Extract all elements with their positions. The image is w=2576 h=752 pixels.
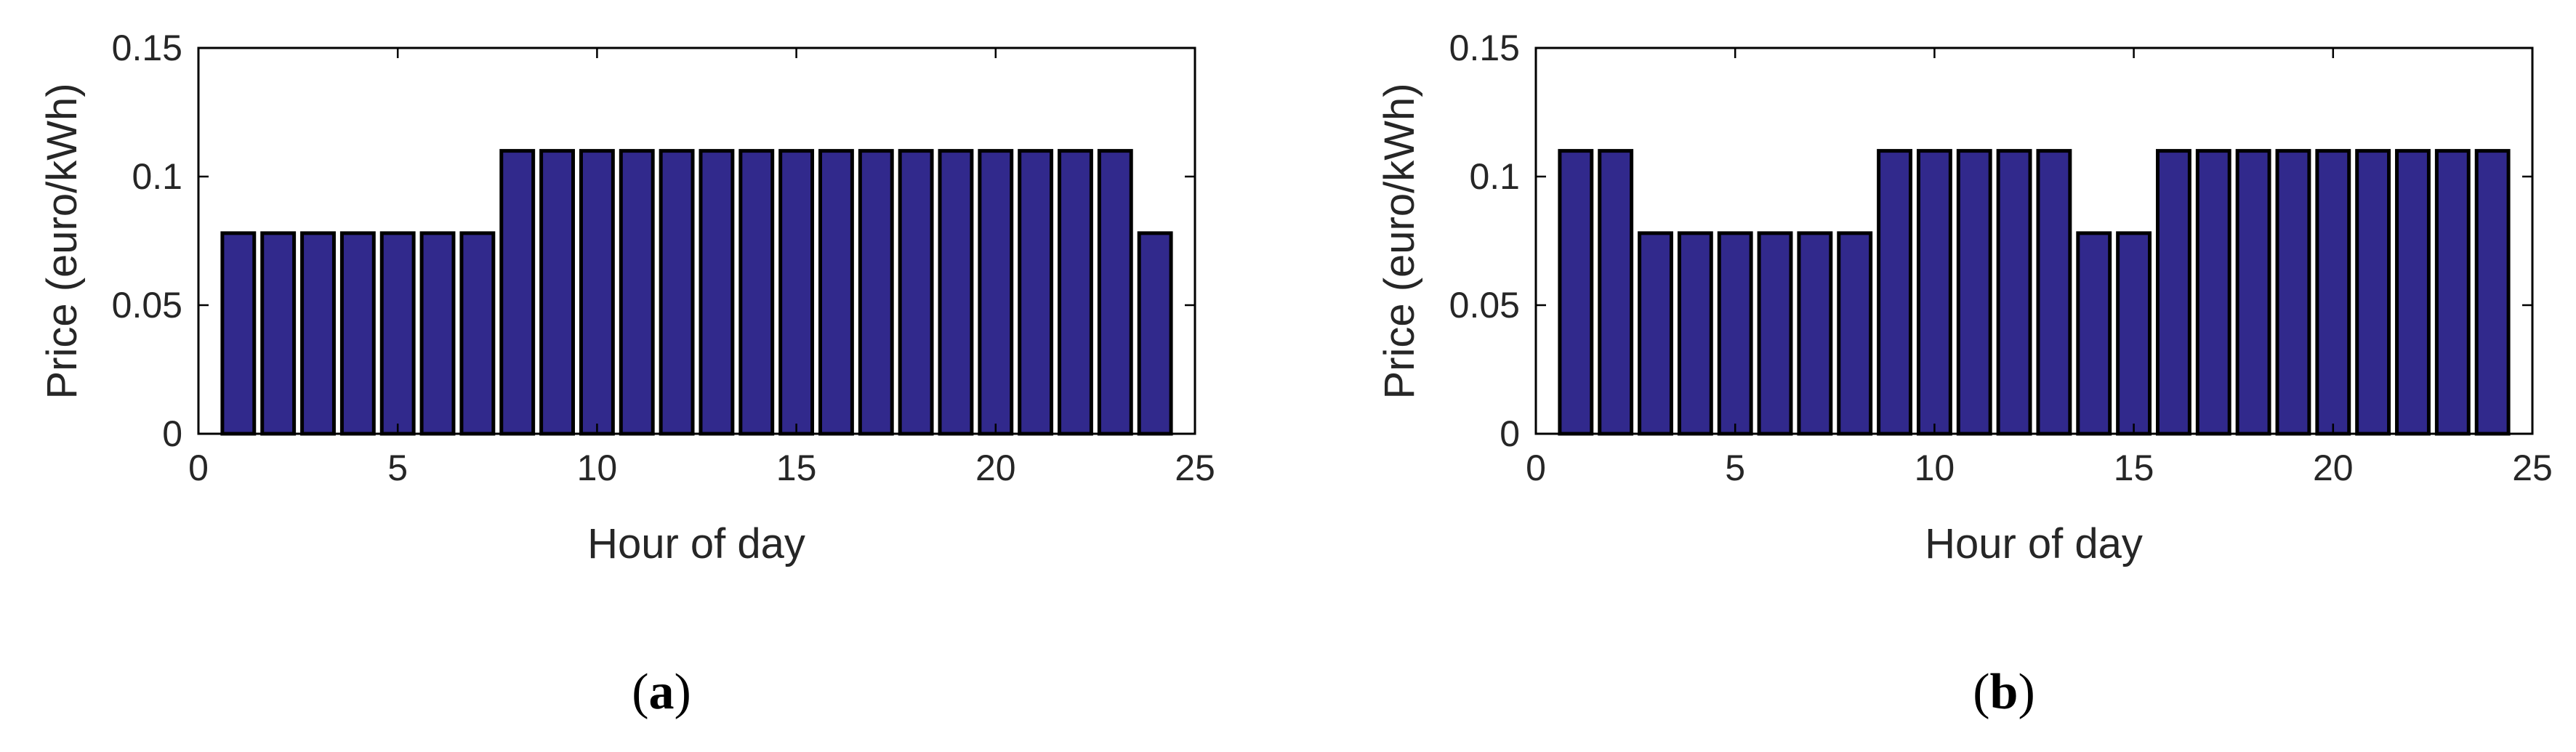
bar-b-hour-22 bbox=[2395, 149, 2431, 436]
ticks-group-a: 0 5 10 15 20 25 0 0.05 0.1 0.15 bbox=[112, 28, 1215, 488]
bar-a-hour-19 bbox=[938, 149, 974, 436]
bar-b-hour-18 bbox=[2235, 149, 2271, 436]
bar-b-hour-8 bbox=[1837, 231, 1873, 436]
bar-a-hour-18 bbox=[898, 149, 934, 436]
bar-a-hour-5 bbox=[379, 231, 416, 436]
bar-a-hour-12 bbox=[659, 149, 695, 436]
x-axis-label-b: Hour of day bbox=[1925, 520, 2143, 567]
bar-a-hour-15 bbox=[778, 149, 815, 436]
bar-a-hour-24 bbox=[1137, 231, 1173, 436]
x-tick-label-b-20: 20 bbox=[2313, 448, 2354, 488]
x-tick-label-a-5: 5 bbox=[387, 448, 408, 488]
bar-b-hour-16 bbox=[2156, 149, 2191, 436]
panel-label-b: (b) bbox=[1973, 664, 2035, 720]
x-tick-label-b-10: 10 bbox=[1915, 448, 1955, 488]
bar-b-hour-5 bbox=[1717, 231, 1753, 436]
bar-b-hour-1 bbox=[1558, 149, 1594, 436]
plot-area-frame-b bbox=[1534, 47, 2534, 435]
y-tick-label-b-0: 0 bbox=[1500, 413, 1520, 454]
x-tick-label-a-0: 0 bbox=[188, 448, 209, 488]
bar-b-hour-23 bbox=[2434, 149, 2471, 436]
bar-a-hour-14 bbox=[738, 149, 775, 436]
bar-b-hour-17 bbox=[2195, 149, 2231, 436]
x-tick-label-b-0: 0 bbox=[1526, 448, 1546, 488]
bar-a-hour-17 bbox=[858, 149, 894, 436]
y-tick-label-b-0.05: 0.05 bbox=[1449, 285, 1520, 326]
bar-a-hour-21 bbox=[1018, 149, 1054, 436]
bar-b-hour-2 bbox=[1598, 149, 1634, 436]
x-tick-label-b-5: 5 bbox=[1725, 448, 1745, 488]
bars-group-b bbox=[1558, 149, 2511, 436]
y-tick-label-a-0.15: 0.15 bbox=[112, 28, 182, 68]
y-tick-label-a-0: 0 bbox=[162, 413, 182, 454]
bar-b-hour-15 bbox=[2116, 231, 2152, 436]
bar-a-hour-3 bbox=[300, 231, 336, 436]
bar-b-hour-21 bbox=[2355, 149, 2391, 436]
panel-label-a: (a) bbox=[632, 664, 691, 720]
bar-b-hour-4 bbox=[1677, 231, 1713, 436]
bar-a-hour-9 bbox=[539, 149, 575, 436]
x-tick-label-a-10: 10 bbox=[577, 448, 618, 488]
x-tick-label-a-15: 15 bbox=[776, 448, 817, 488]
bar-a-hour-6 bbox=[419, 231, 456, 436]
bar-a-hour-7 bbox=[459, 231, 496, 436]
bar-a-hour-2 bbox=[260, 231, 297, 436]
bar-b-hour-20 bbox=[2315, 149, 2351, 436]
bar-a-hour-10 bbox=[579, 149, 615, 436]
x-tick-label-a-25: 25 bbox=[1175, 448, 1215, 488]
bar-a-hour-22 bbox=[1058, 149, 1093, 436]
bar-b-hour-13 bbox=[2036, 149, 2072, 436]
bar-a-hour-16 bbox=[818, 149, 854, 436]
bar-a-hour-23 bbox=[1097, 149, 1133, 436]
y-tick-label-a-0.1: 0.1 bbox=[132, 156, 182, 197]
y-tick-label-b-0.1: 0.1 bbox=[1469, 156, 1520, 197]
bar-b-hour-10 bbox=[1916, 149, 1952, 436]
bar-b-hour-9 bbox=[1877, 149, 1912, 436]
x-tick-label-a-20: 20 bbox=[975, 448, 1016, 488]
y-tick-label-a-0.05: 0.05 bbox=[112, 285, 182, 326]
bar-b-hour-24 bbox=[2474, 149, 2511, 436]
bar-b-hour-12 bbox=[1996, 149, 2032, 436]
bar-b-hour-14 bbox=[2076, 231, 2112, 436]
bar-a-hour-1 bbox=[220, 231, 257, 436]
bar-b-hour-3 bbox=[1638, 231, 1673, 436]
bars-group-a bbox=[220, 149, 1173, 436]
bar-a-hour-20 bbox=[978, 149, 1014, 436]
bar-a-hour-13 bbox=[699, 149, 735, 436]
plot-area-frame-a bbox=[197, 47, 1196, 435]
bar-a-hour-8 bbox=[499, 149, 536, 436]
x-tick-label-b-25: 25 bbox=[2512, 448, 2553, 488]
y-tick-label-b-0.15: 0.15 bbox=[1449, 28, 1520, 68]
bar-a-hour-4 bbox=[339, 231, 376, 436]
bar-b-hour-19 bbox=[2275, 149, 2311, 436]
x-tick-label-b-15: 15 bbox=[2114, 448, 2154, 488]
y-axis-label-b: Price (euro/kWh) bbox=[1376, 83, 1423, 399]
y-axis-label-a: Price (euro/kWh) bbox=[39, 83, 86, 399]
ticks-group-b: 0 5 10 15 20 25 0 0.05 0.1 0.15 bbox=[1449, 28, 2553, 488]
x-axis-label-a: Hour of day bbox=[587, 520, 805, 567]
bar-b-hour-11 bbox=[1956, 149, 1992, 436]
bar-b-hour-6 bbox=[1757, 231, 1793, 436]
bar-b-hour-7 bbox=[1797, 231, 1833, 436]
bar-a-hour-11 bbox=[619, 149, 655, 436]
